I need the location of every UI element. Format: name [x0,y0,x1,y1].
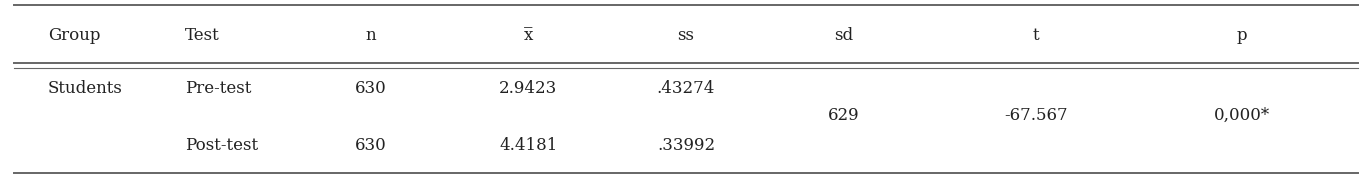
Text: .33992: .33992 [657,137,715,154]
Text: Post-test: Post-test [185,137,258,154]
Text: Pre-test: Pre-test [185,80,251,97]
Text: -67.567: -67.567 [1004,107,1067,124]
Text: 629: 629 [827,107,860,124]
Text: 630: 630 [354,80,387,97]
Text: Test: Test [185,27,220,44]
Text: 630: 630 [354,137,387,154]
Text: t: t [1033,27,1039,44]
Text: 2.9423: 2.9423 [499,80,557,97]
Text: sd: sd [834,27,853,44]
Text: x̅: x̅ [524,27,532,44]
Text: p: p [1236,27,1247,44]
Text: Students: Students [48,80,123,97]
Text: 4.4181: 4.4181 [499,137,557,154]
Text: ss: ss [678,27,694,44]
Text: .43274: .43274 [657,80,715,97]
Text: n: n [365,27,376,44]
Text: Group: Group [48,27,100,44]
Text: 0,000*: 0,000* [1214,107,1269,124]
